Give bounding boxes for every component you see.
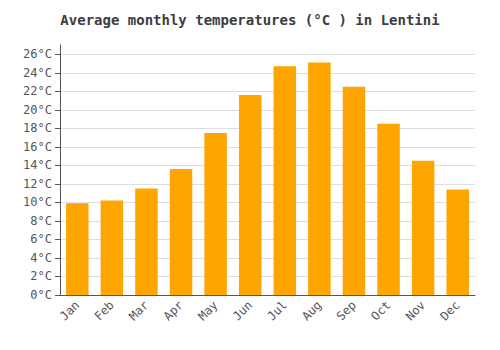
svg-text:24°C: 24°C (23, 66, 52, 80)
svg-text:20°C: 20°C (23, 103, 52, 117)
svg-text:Aug: Aug (299, 298, 324, 323)
svg-text:2°C: 2°C (30, 269, 52, 283)
svg-text:4°C: 4°C (30, 251, 52, 265)
svg-text:16°C: 16°C (23, 140, 52, 154)
svg-text:18°C: 18°C (23, 121, 52, 135)
svg-text:Oct: Oct (368, 298, 393, 323)
svg-text:Jul: Jul (265, 298, 290, 323)
svg-text:Average monthly temperatures (: Average monthly temperatures (°C ) in Le… (60, 12, 439, 28)
svg-text:Jan: Jan (57, 298, 82, 323)
svg-text:Jun: Jun (230, 298, 255, 323)
svg-text:0°C: 0°C (30, 288, 52, 302)
svg-text:10°C: 10°C (23, 195, 52, 209)
svg-text:8°C: 8°C (30, 214, 52, 228)
svg-text:22°C: 22°C (23, 84, 52, 98)
svg-text:Feb: Feb (92, 298, 117, 323)
svg-text:14°C: 14°C (23, 158, 52, 172)
svg-text:Sep: Sep (334, 298, 359, 323)
svg-text:Nov: Nov (403, 298, 428, 323)
svg-text:Apr: Apr (161, 298, 186, 323)
svg-text:6°C: 6°C (30, 232, 52, 246)
svg-text:May: May (195, 298, 220, 323)
svg-text:26°C: 26°C (23, 47, 52, 61)
svg-text:Dec: Dec (437, 298, 462, 323)
svg-text:12°C: 12°C (23, 177, 52, 191)
svg-text:Mar: Mar (126, 298, 151, 323)
